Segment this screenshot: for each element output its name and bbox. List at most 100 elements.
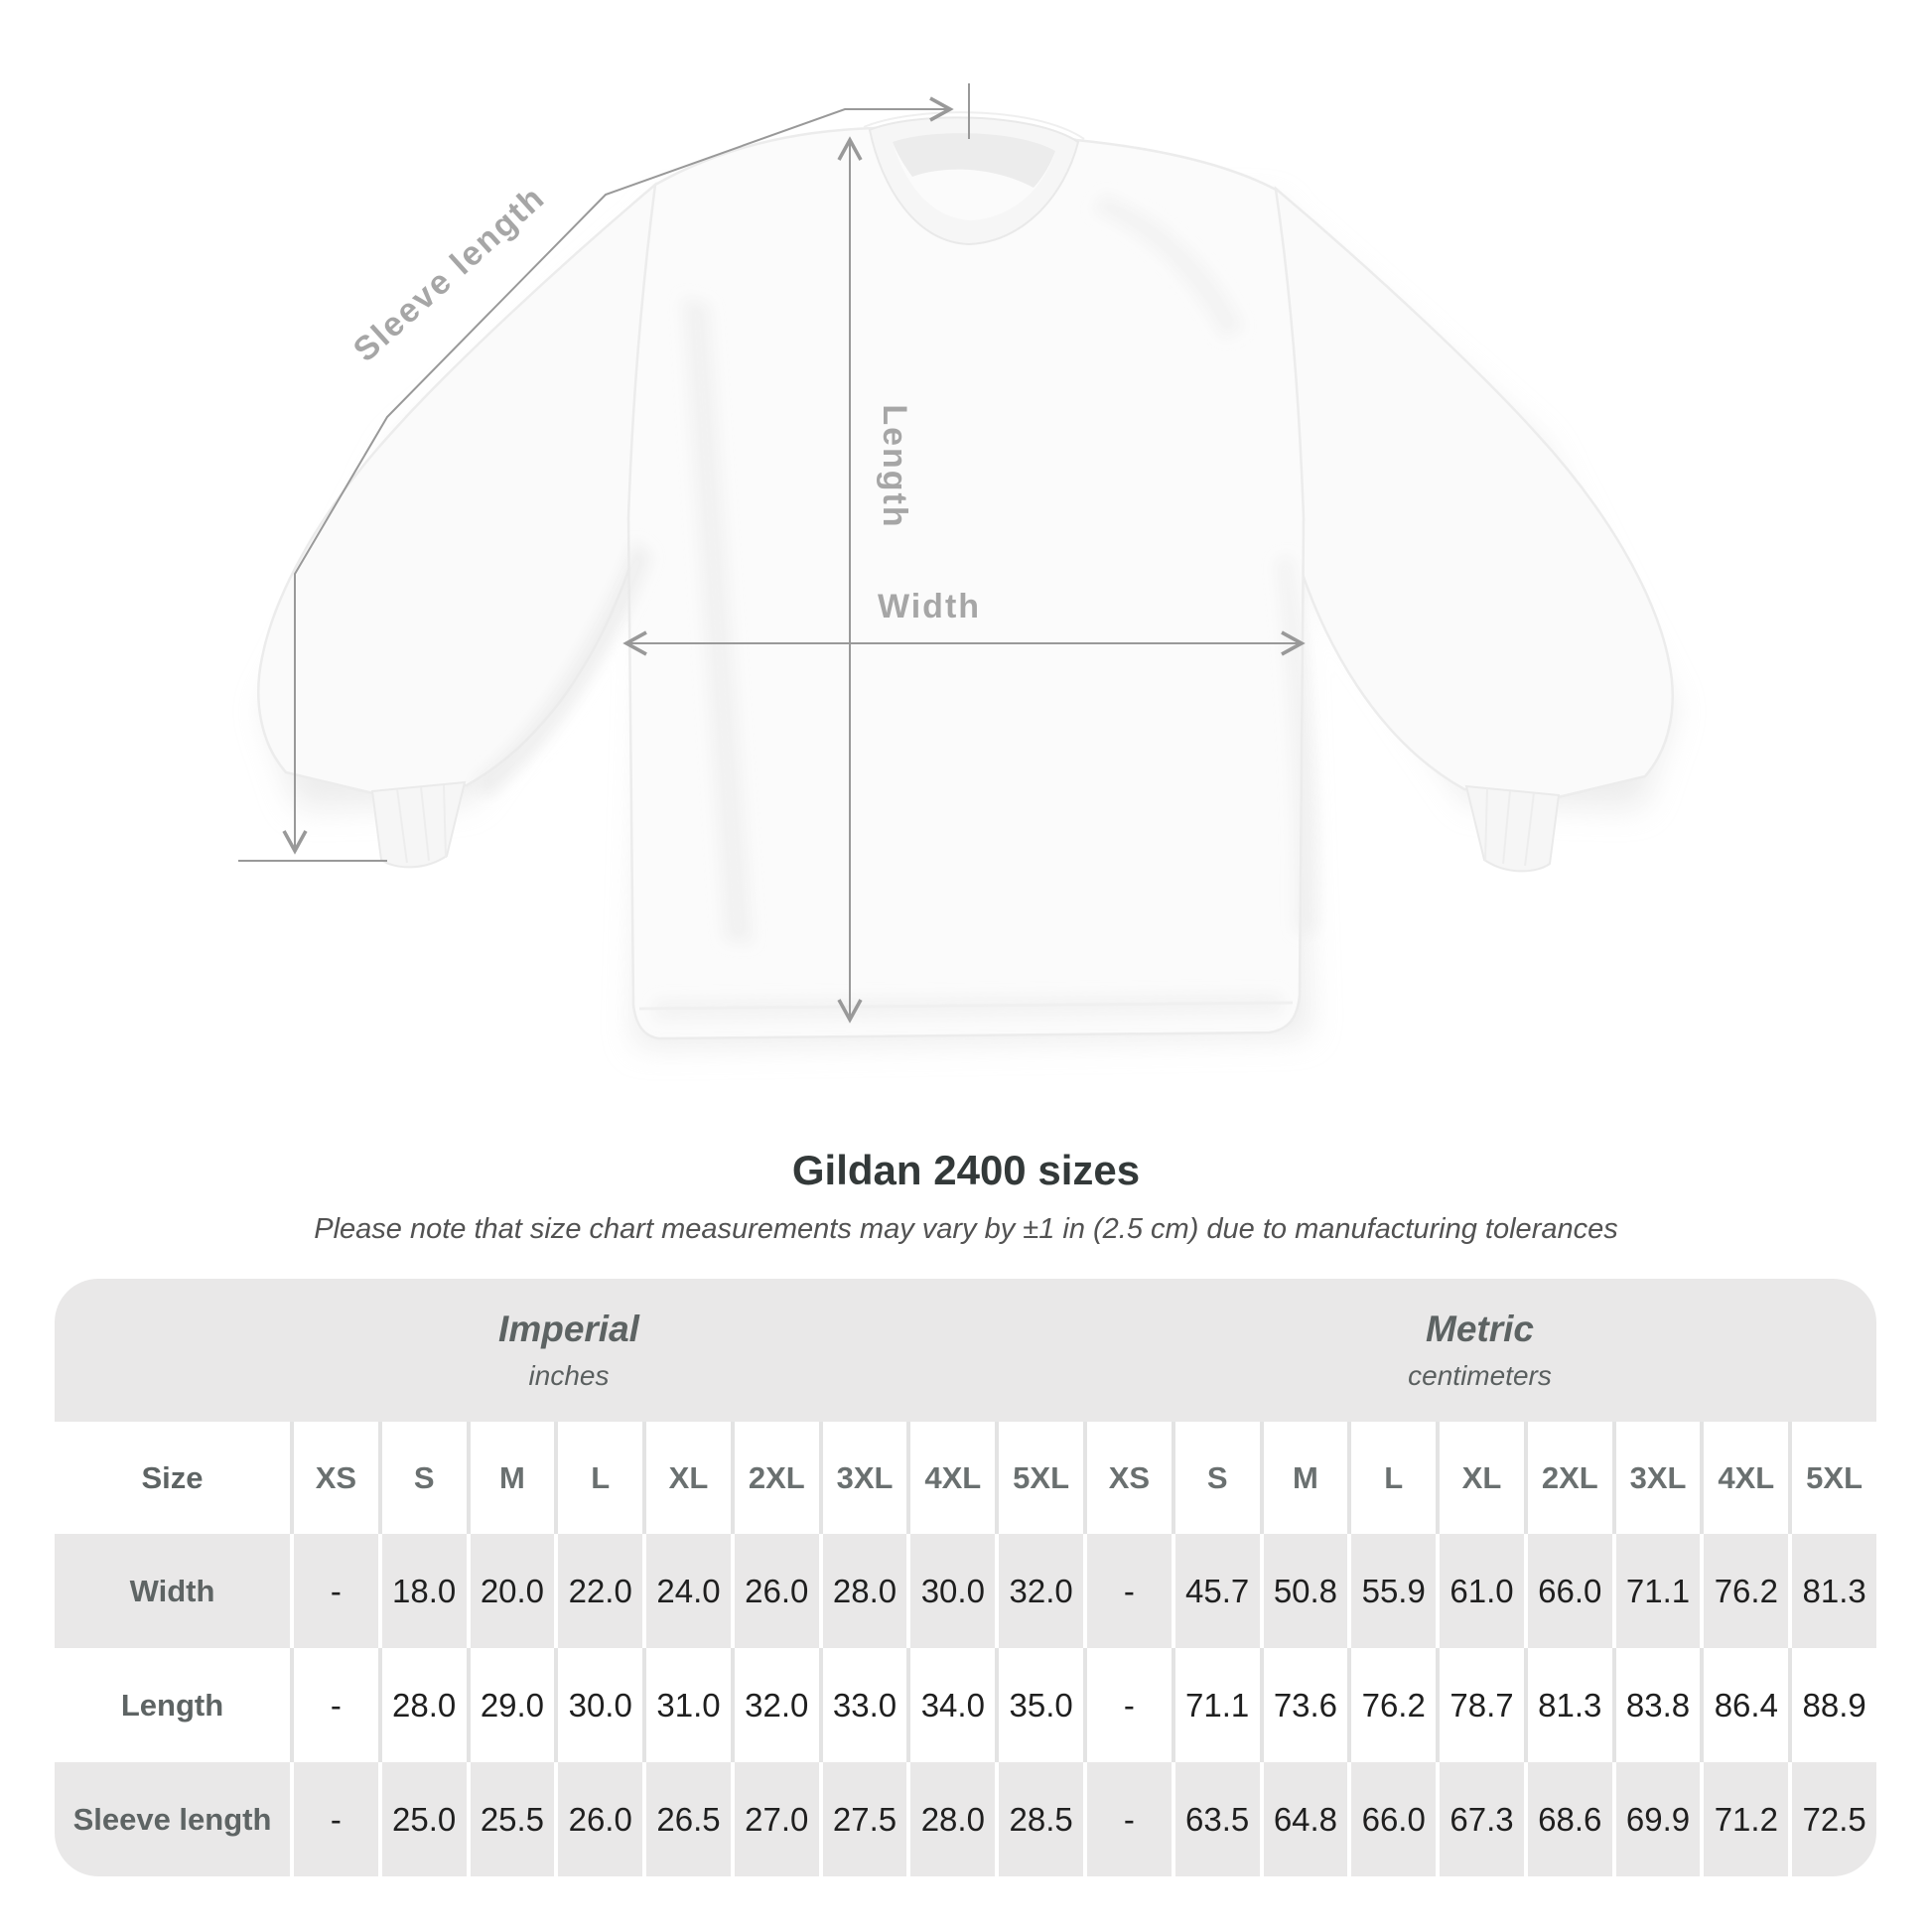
metric-title: Metric — [1426, 1309, 1534, 1349]
value-cell: - — [1083, 1648, 1172, 1762]
size-col-metric-3xl: 3XL — [1611, 1422, 1701, 1534]
value-cell: 73.6 — [1259, 1648, 1348, 1762]
value-cell: 83.8 — [1611, 1648, 1701, 1762]
size-col-imperial-2xl: 2XL — [730, 1422, 819, 1534]
size-col-imperial-l: L — [554, 1422, 643, 1534]
value-cell: 32.0 — [730, 1648, 819, 1762]
size-col-metric-4xl: 4XL — [1700, 1422, 1789, 1534]
value-cell: 26.0 — [730, 1534, 819, 1648]
value-cell: 81.3 — [1788, 1534, 1876, 1648]
measurement-lines — [238, 83, 1306, 1024]
table-body: Width -18.0 20.0 22.0 24.0 26.0 28.0 30.0 32.0-4… — [55, 1534, 1876, 1876]
value-cell: 67.3 — [1436, 1762, 1524, 1876]
value-cell: - — [290, 1648, 378, 1762]
value-cell: - — [1083, 1762, 1172, 1876]
value-cell: 31.0 — [642, 1648, 731, 1762]
value-cell: 72.5 — [1788, 1762, 1876, 1876]
value-cell: 86.4 — [1700, 1648, 1789, 1762]
value-cell: 28.0 — [377, 1648, 467, 1762]
value-cell: 35.0 — [995, 1648, 1083, 1762]
value-cell: 26.0 — [554, 1762, 643, 1876]
size-col-metric-l: L — [1347, 1422, 1437, 1534]
value-cell: 27.5 — [818, 1762, 907, 1876]
size-col-header: Size — [55, 1422, 290, 1534]
size-col-imperial-xs: XS — [290, 1422, 378, 1534]
size-col-metric-xs: XS — [1083, 1422, 1172, 1534]
value-cell: - — [290, 1762, 378, 1876]
value-cell: 68.6 — [1523, 1762, 1612, 1876]
size-col-imperial-3xl: 3XL — [818, 1422, 907, 1534]
left-cuff — [370, 780, 467, 869]
row-label: Width — [55, 1534, 290, 1648]
size-col-metric-m: M — [1259, 1422, 1348, 1534]
value-cell: 28.0 — [818, 1534, 907, 1648]
value-cell: 30.0 — [906, 1534, 996, 1648]
value-cell: 28.0 — [906, 1762, 996, 1876]
size-col-imperial-4xl: 4XL — [906, 1422, 996, 1534]
right-cuff — [1464, 784, 1561, 873]
value-cell: 71.2 — [1700, 1762, 1789, 1876]
value-cell: 63.5 — [1171, 1762, 1260, 1876]
length-label: Length — [876, 404, 913, 528]
units-band: Imperial inches Metric centimeters — [55, 1279, 1876, 1422]
value-cell: 33.0 — [818, 1648, 907, 1762]
value-cell: 22.0 — [554, 1534, 643, 1648]
size-table: Imperial inches Metric centimeters Size … — [55, 1279, 1876, 1876]
value-cell: 69.9 — [1611, 1762, 1701, 1876]
imperial-header: Imperial inches — [55, 1279, 1083, 1422]
size-col-metric-xl: XL — [1436, 1422, 1524, 1534]
size-col-imperial-5xl: 5XL — [995, 1422, 1083, 1534]
metric-subtitle: centimeters — [1408, 1360, 1552, 1391]
value-cell: 25.5 — [466, 1762, 555, 1876]
sleeve-length-line — [282, 96, 954, 855]
value-cell: 78.7 — [1436, 1648, 1524, 1762]
value-cell: 61.0 — [1436, 1534, 1524, 1648]
value-cell: 18.0 — [377, 1534, 467, 1648]
value-cell: 76.2 — [1347, 1648, 1437, 1762]
size-col-metric-5xl: 5XL — [1788, 1422, 1876, 1534]
value-cell: 20.0 — [466, 1534, 555, 1648]
imperial-subtitle: inches — [528, 1360, 610, 1391]
right-sleeve — [1274, 186, 1674, 800]
size-col-metric-s: S — [1171, 1422, 1260, 1534]
chart-note: Please note that size chart measurements… — [314, 1213, 1618, 1246]
value-cell: 30.0 — [554, 1648, 643, 1762]
value-cell: - — [290, 1534, 378, 1648]
value-cell: 45.7 — [1171, 1534, 1260, 1648]
value-cell: 32.0 — [995, 1534, 1083, 1648]
value-cell: 25.0 — [377, 1762, 467, 1876]
value-cell: 66.0 — [1523, 1534, 1612, 1648]
shirt-diagram: Sleeve length Length Width — [238, 83, 1675, 1046]
value-cell: 27.0 — [730, 1762, 819, 1876]
size-col-imperial-m: M — [466, 1422, 555, 1534]
value-cell: 55.9 — [1347, 1534, 1437, 1648]
value-cell: 50.8 — [1259, 1534, 1348, 1648]
width-label: Width — [878, 588, 981, 625]
value-cell: 71.1 — [1611, 1534, 1701, 1648]
size-col-metric-2xl: 2XL — [1523, 1422, 1612, 1534]
metric-header: Metric centimeters — [1083, 1279, 1876, 1422]
value-cell: 34.0 — [906, 1648, 996, 1762]
imperial-title: Imperial — [498, 1309, 639, 1349]
caption: Gildan 2400 sizes Please note that size … — [0, 1147, 1932, 1246]
value-cell: 66.0 — [1347, 1762, 1437, 1876]
value-cell: 88.9 — [1788, 1648, 1876, 1762]
value-cell: 71.1 — [1171, 1648, 1260, 1762]
value-cell: - — [1083, 1534, 1172, 1648]
value-cell: 29.0 — [466, 1648, 555, 1762]
value-cell: 26.5 — [642, 1762, 731, 1876]
row-width: Width -18.0 20.0 22.0 24.0 26.0 28.0 30.0 32.0-4… — [55, 1534, 1876, 1648]
row-label: Length — [55, 1648, 290, 1762]
value-cell: 76.2 — [1700, 1534, 1789, 1648]
hem-stitch — [638, 1001, 1294, 1011]
value-cell: 24.0 — [642, 1534, 731, 1648]
value-cell: 28.5 — [995, 1762, 1083, 1876]
value-cell: 81.3 — [1523, 1648, 1612, 1762]
size-col-imperial-s: S — [377, 1422, 467, 1534]
row-sleeve-length: Sleeve length -25.0 25.5 26.0 26.5 27.0 27.5 28… — [55, 1762, 1876, 1876]
value-cell: 64.8 — [1259, 1762, 1348, 1876]
row-label: Sleeve length — [55, 1762, 290, 1876]
row-length: Length -28.0 29.0 30.0 31.0 32.0 33.0 34.0 35.0-… — [55, 1648, 1876, 1762]
size-col-imperial-xl: XL — [642, 1422, 731, 1534]
